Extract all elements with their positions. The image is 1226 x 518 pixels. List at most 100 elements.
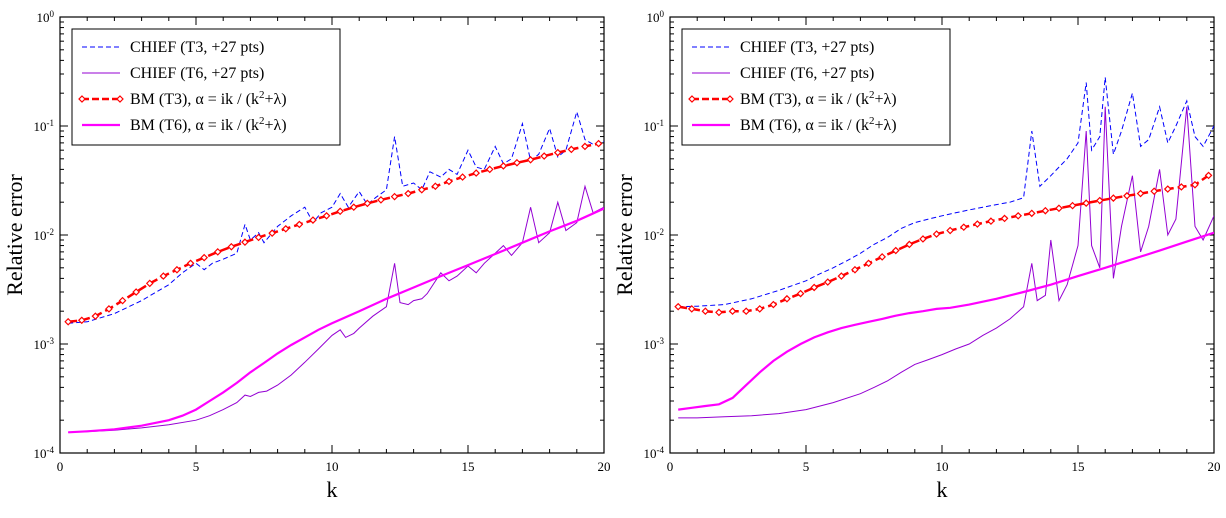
data-point-marker xyxy=(336,207,345,216)
data-point-marker xyxy=(905,240,914,249)
legend-label: BM (T6), α = ik / (k2+λ) xyxy=(740,115,897,134)
series-line xyxy=(68,184,604,433)
y-tick-label: 100 xyxy=(647,9,665,25)
data-point-marker xyxy=(987,217,995,225)
legend-marker xyxy=(688,95,696,103)
chart-panel-right: 0 5 10 15 20 10-4 10-3 10-2 10-1 100 k Relative err… xyxy=(612,9,1221,502)
x-axis-label: k xyxy=(937,477,948,502)
data-point-marker xyxy=(946,226,955,235)
data-point-marker xyxy=(499,162,508,170)
data-point-marker xyxy=(472,169,481,177)
x-tick-label: 10 xyxy=(326,459,339,474)
data-point-marker xyxy=(77,316,86,325)
x-tick-label: 20 xyxy=(1208,459,1221,474)
legend-label: CHIEF (T6, +27 pts) xyxy=(740,65,874,82)
data-point-marker xyxy=(674,302,683,311)
series-3 xyxy=(64,139,603,326)
data-point-marker xyxy=(540,152,549,160)
x-tick-label: 15 xyxy=(1072,459,1085,474)
x-tick-label: 10 xyxy=(936,459,949,474)
data-point-marker xyxy=(132,288,141,296)
data-point-marker xyxy=(1014,211,1023,220)
data-point-marker xyxy=(227,242,236,251)
legend-label: BM (T6), α = ik / (k2+λ) xyxy=(130,115,287,134)
data-point-marker xyxy=(309,216,317,224)
series-4 xyxy=(678,231,1214,411)
legend: CHIEF (T3, +27 pts) CHIEF (T6, +27 pts) BM… xyxy=(71,28,341,146)
data-point-marker xyxy=(1163,185,1172,193)
series-line xyxy=(678,174,1210,314)
data-point-marker xyxy=(173,265,181,274)
series-1 xyxy=(678,77,1214,308)
data-point-marker xyxy=(445,177,453,186)
data-point-marker xyxy=(268,229,277,237)
series-line xyxy=(68,110,604,324)
data-point-marker xyxy=(1204,171,1213,180)
data-point-marker xyxy=(878,253,887,261)
data-point-marker xyxy=(932,230,941,238)
data-point-marker xyxy=(864,259,873,268)
data-point-marker xyxy=(322,211,331,220)
data-point-marker xyxy=(742,307,751,316)
y-tick-label: 10-1 xyxy=(644,118,665,134)
data-point-marker xyxy=(1191,180,1199,189)
data-point-marker xyxy=(581,142,589,151)
data-point-marker xyxy=(377,196,385,204)
data-point-marker xyxy=(553,148,562,157)
y-tick-label: 100 xyxy=(37,9,55,25)
data-point-marker xyxy=(783,294,791,303)
data-point-marker xyxy=(1000,214,1009,223)
series-3 xyxy=(674,171,1213,317)
data-point-marker xyxy=(1082,199,1091,207)
y-tick-label: 10-2 xyxy=(34,227,55,243)
data-point-marker xyxy=(1027,209,1036,218)
data-point-marker xyxy=(1136,189,1145,198)
data-point-marker xyxy=(200,253,209,262)
series-line xyxy=(68,142,599,324)
legend: CHIEF (T3, +27 pts) CHIEF (T6, +27 pts) BM… xyxy=(681,28,951,146)
series-line xyxy=(678,231,1214,411)
data-point-marker xyxy=(118,296,127,305)
data-point-marker xyxy=(959,223,968,232)
data-point-marker xyxy=(64,317,73,326)
data-point-marker xyxy=(687,305,696,313)
series-2 xyxy=(678,106,1214,419)
data-point-marker xyxy=(919,235,927,243)
legend-label: CHIEF (T3, +27 pts) xyxy=(740,39,874,56)
data-point-marker xyxy=(1095,196,1104,205)
x-tick-label: 5 xyxy=(803,459,810,474)
data-point-marker xyxy=(281,224,290,233)
x-tick-label: 0 xyxy=(667,459,674,474)
data-point-marker xyxy=(1123,191,1131,200)
data-point-marker xyxy=(390,192,399,201)
data-point-marker xyxy=(431,182,440,191)
x-tick-label: 20 xyxy=(598,459,611,474)
data-point-marker xyxy=(349,203,358,212)
y-tick-label: 10-2 xyxy=(644,227,665,243)
data-point-marker xyxy=(851,265,859,274)
data-point-marker xyxy=(973,220,982,228)
data-point-marker xyxy=(1150,187,1159,196)
data-point-marker xyxy=(810,283,819,292)
series-1 xyxy=(68,110,604,324)
y-tick-label: 10-4 xyxy=(644,445,665,461)
y-tick-label: 10-4 xyxy=(34,445,55,461)
data-point-marker xyxy=(1109,194,1118,202)
series-4 xyxy=(68,207,604,434)
data-point-marker xyxy=(701,307,710,316)
data-point-marker xyxy=(769,300,778,309)
y-tick-label: 10-1 xyxy=(34,118,55,134)
series-line xyxy=(68,207,604,434)
data-point-marker xyxy=(417,185,426,194)
x-tick-label: 15 xyxy=(462,459,475,474)
legend-marker xyxy=(116,95,124,103)
data-point-marker xyxy=(91,312,100,321)
x-tick-label: 5 xyxy=(193,459,200,474)
data-point-marker xyxy=(1055,204,1063,213)
data-point-marker xyxy=(513,158,521,167)
series-2 xyxy=(68,184,604,433)
legend-label: BM (T3), α = ik / (k2+λ) xyxy=(740,89,897,108)
chart-panel-left: 0 5 10 15 20 10-4 10-3 10-2 10-1 100 k Relative err… xyxy=(2,9,611,502)
data-point-marker xyxy=(159,272,168,280)
